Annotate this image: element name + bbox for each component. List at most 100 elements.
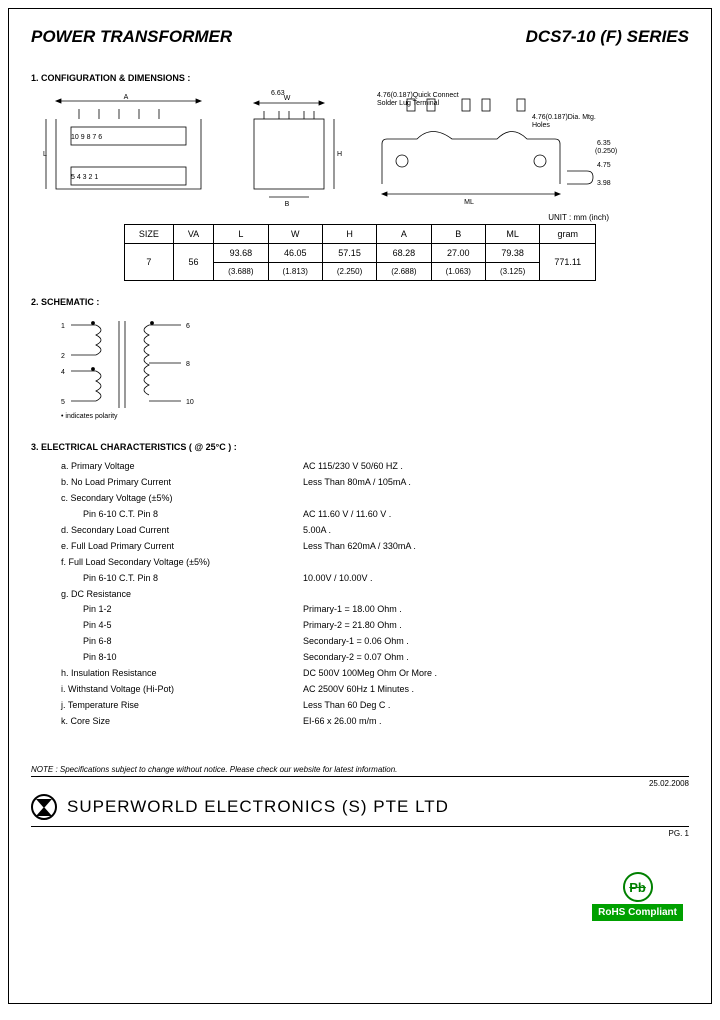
- elec-label: Pin 1-2: [61, 603, 301, 617]
- section2-heading: 2. SCHEMATIC :: [31, 297, 689, 307]
- elec-value: AC 2500V 60Hz 1 Minutes .: [303, 683, 437, 697]
- dim-398: 3.98: [597, 180, 611, 187]
- company-name: SUPERWORLD ELECTRONICS (S) PTE LTD: [67, 797, 449, 817]
- polarity-note: • indicates polarity: [61, 413, 118, 420]
- dim-B: B: [285, 201, 290, 208]
- elec-label: c. Secondary Voltage (±5%): [61, 492, 301, 506]
- elec-label: Pin 6-10 C.T. Pin 8: [61, 572, 301, 586]
- elec-label: Pin 6-8: [61, 635, 301, 649]
- elec-value: Secondary-1 = 0.06 Ohm .: [303, 635, 437, 649]
- elec-value: 5.00A .: [303, 524, 437, 538]
- hole-note2: Holes: [532, 122, 550, 129]
- elec-label: Pin 4-5: [61, 619, 301, 633]
- elec-label: i. Withstand Voltage (Hi-Pot): [61, 683, 301, 697]
- pin1: 1: [61, 323, 65, 330]
- col-l: L: [214, 225, 268, 244]
- elec-value: [303, 556, 437, 570]
- page-number: PG. 1: [31, 829, 689, 838]
- section3-heading: 3. ELECTRICAL CHARACTERISTICS ( @ 25°C )…: [31, 442, 689, 452]
- rohs-label: RoHS Compliant: [592, 904, 683, 921]
- elec-row: i. Withstand Voltage (Hi-Pot)AC 2500V 60…: [61, 683, 437, 697]
- pins-bot: 5 4 3 2 1: [71, 174, 98, 181]
- dim-top: 6.63: [271, 90, 285, 97]
- hole-note: 4.76(0.187)Dia. Mtg.: [532, 114, 596, 121]
- section1-heading: 1. CONFIGURATION & DIMENSIONS :: [31, 73, 689, 83]
- elec-row: e. Full Load Primary CurrentLess Than 62…: [61, 540, 437, 554]
- elec-value: 10.00V / 10.00V .: [303, 572, 437, 586]
- side-view-drawing: W H B 6.63: [229, 89, 349, 209]
- terminal-note2: Solder Lug Terminal: [377, 100, 440, 107]
- elec-label: f. Full Load Secondary Voltage (±5%): [61, 556, 301, 570]
- configuration-drawings: A L 10 9 8 7 6 5 4 3 2 1: [41, 89, 689, 209]
- pin6: 6: [186, 323, 190, 330]
- dim-ML: ML: [464, 199, 474, 206]
- dimension-table: SIZE VA L W H A B ML gram 7 56 93.68 46.…: [124, 224, 596, 281]
- col-h: H: [322, 225, 376, 244]
- elec-row: h. Insulation ResistanceDC 500V 100Meg O…: [61, 667, 437, 681]
- elec-value: DC 500V 100Meg Ohm Or More .: [303, 667, 437, 681]
- dim-W: W: [284, 95, 291, 102]
- elec-value: Secondary-2 = 0.07 Ohm .: [303, 651, 437, 665]
- elec-row: f. Full Load Secondary Voltage (±5%): [61, 556, 437, 570]
- pin5: 5: [61, 399, 65, 406]
- header: POWER TRANSFORMER DCS7-10 (F) SERIES: [31, 27, 689, 47]
- col-b: B: [431, 225, 485, 244]
- elec-value: AC 11.60 V / 11.60 V .: [303, 508, 437, 522]
- dim-A: A: [124, 94, 129, 101]
- elec-value: Less Than 80mA / 105mA .: [303, 476, 437, 490]
- elec-label: k. Core Size: [61, 715, 301, 729]
- elec-row: g. DC Resistance: [61, 588, 437, 602]
- company-line: SUPERWORLD ELECTRONICS (S) PTE LTD: [31, 794, 689, 827]
- elec-value: Primary-2 = 21.80 Ohm .: [303, 619, 437, 633]
- elec-label: b. No Load Primary Current: [61, 476, 301, 490]
- pin10: 10: [186, 399, 194, 406]
- side-view-svg: W H B 6.63: [229, 89, 349, 209]
- footnote: NOTE : Specifications subject to change …: [31, 765, 689, 777]
- elec-row: Pin 6-10 C.T. Pin 810.00V / 10.00V .: [61, 572, 437, 586]
- elec-label: Pin 8-10: [61, 651, 301, 665]
- base-view-drawing: 4.76(0.187)Quick Connect Solder Lug Term…: [357, 89, 617, 209]
- dim-635b: (0.250): [595, 148, 617, 155]
- col-w: W: [268, 225, 322, 244]
- col-ml: ML: [485, 225, 539, 244]
- elec-row: Pin 8-10Secondary-2 = 0.07 Ohm .: [61, 651, 437, 665]
- col-gram: gram: [540, 225, 596, 244]
- dim-635: 6.35: [597, 140, 611, 147]
- elec-label: Pin 6-10 C.T. Pin 8: [61, 508, 301, 522]
- rohs-badge: Pb RoHS Compliant: [592, 872, 683, 921]
- elec-label: a. Primary Voltage: [61, 460, 301, 474]
- elec-row: b. No Load Primary CurrentLess Than 80mA…: [61, 476, 437, 490]
- pin8: 8: [186, 361, 190, 368]
- base-view-svg: 4.76(0.187)Quick Connect Solder Lug Term…: [357, 89, 617, 209]
- elec-label: j. Temperature Rise: [61, 699, 301, 713]
- elec-value: [303, 588, 437, 602]
- doc-date: 25.02.2008: [31, 779, 689, 788]
- schematic-drawing: 1 2 4 5 6 8 10 • indicates polarity: [51, 313, 689, 428]
- series-title: DCS7-10 (F) SERIES: [526, 27, 689, 47]
- dim-L: L: [43, 151, 47, 158]
- elec-row: a. Primary VoltageAC 115/230 V 50/60 HZ …: [61, 460, 437, 474]
- elec-value: [303, 492, 437, 506]
- elec-label: g. DC Resistance: [61, 588, 301, 602]
- col-va: VA: [173, 225, 213, 244]
- elec-row: Pin 6-8Secondary-1 = 0.06 Ohm .: [61, 635, 437, 649]
- unit-label: UNIT : mm (inch): [31, 213, 609, 222]
- elec-row: k. Core SizeEI-66 x 26.00 m/m .: [61, 715, 437, 729]
- doc-title: POWER TRANSFORMER: [31, 27, 232, 47]
- pin2: 2: [61, 353, 65, 360]
- elec-label: h. Insulation Resistance: [61, 667, 301, 681]
- pins-top: 10 9 8 7 6: [71, 134, 102, 141]
- elec-label: d. Secondary Load Current: [61, 524, 301, 538]
- col-a: A: [377, 225, 431, 244]
- dim-H: H: [337, 151, 342, 158]
- elec-value: Primary-1 = 18.00 Ohm .: [303, 603, 437, 617]
- elec-value: Less Than 620mA / 330mA .: [303, 540, 437, 554]
- elec-value: Less Than 60 Deg C .: [303, 699, 437, 713]
- schematic-svg: 1 2 4 5 6 8 10 • indicates polarity: [51, 313, 211, 423]
- table-header-row: SIZE VA L W H A B ML gram: [124, 225, 595, 244]
- electrical-characteristics: a. Primary VoltageAC 115/230 V 50/60 HZ …: [59, 458, 439, 731]
- company-logo-icon: [31, 794, 57, 820]
- elec-row: Pin 6-10 C.T. Pin 8AC 11.60 V / 11.60 V …: [61, 508, 437, 522]
- dim-475: 4.75: [597, 162, 611, 169]
- page-frame: POWER TRANSFORMER DCS7-10 (F) SERIES 1. …: [8, 8, 712, 1004]
